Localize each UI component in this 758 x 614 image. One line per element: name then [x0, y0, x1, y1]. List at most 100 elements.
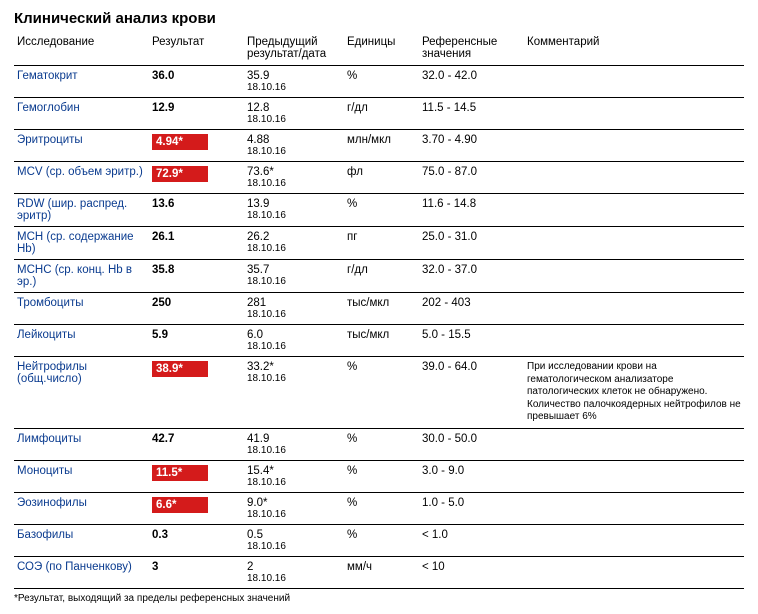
- reference-value: 202 - 403: [419, 293, 524, 325]
- prev-date: 18.10.16: [247, 276, 341, 287]
- unit-value: мм/ч: [344, 556, 419, 588]
- prev-value: 4.88: [247, 134, 341, 146]
- reference-value: 11.5 - 14.5: [419, 98, 524, 130]
- table-row: Базофилы0.30.518.10.16%< 1.0: [14, 524, 744, 556]
- prev-date: 18.10.16: [247, 114, 341, 125]
- unit-value: г/дл: [344, 260, 419, 293]
- header-row: Исследование Результат Предыдущий резуль…: [14, 33, 744, 66]
- study-name[interactable]: MCV (ср. объем эритр.): [17, 166, 143, 178]
- result-value: 42.7: [152, 433, 174, 445]
- prev-date: 18.10.16: [247, 309, 341, 320]
- col-study: Исследование: [14, 33, 149, 66]
- table-row: Моноциты11.5*15.4*18.10.16%3.0 - 9.0: [14, 460, 744, 492]
- table-row: Эритроциты4.94*4.8818.10.16млн/мкл3.70 -…: [14, 130, 744, 162]
- unit-value: %: [344, 194, 419, 227]
- prev-date: 18.10.16: [247, 243, 341, 254]
- reference-value: 25.0 - 31.0: [419, 227, 524, 260]
- prev-value: 35.9: [247, 70, 341, 82]
- unit-value: %: [344, 524, 419, 556]
- reference-value: < 10: [419, 556, 524, 588]
- unit-value: %: [344, 66, 419, 98]
- study-name[interactable]: Моноциты: [17, 465, 72, 477]
- reference-value: 75.0 - 87.0: [419, 162, 524, 194]
- table-row: Эозинофилы 6.6* 9.0*18.10.16%1.0 - 5.0: [14, 492, 744, 524]
- comment-text: При исследовании крови на гематологическ…: [527, 361, 741, 424]
- prev-date: 18.10.16: [247, 573, 341, 584]
- result-value: 38.9*: [152, 361, 208, 377]
- result-value: 72.9*: [152, 166, 208, 182]
- result-value: 4.94*: [152, 134, 208, 150]
- reference-value: 32.0 - 42.0: [419, 66, 524, 98]
- reference-value: 11.6 - 14.8: [419, 194, 524, 227]
- result-value: 0.3: [152, 529, 168, 541]
- study-name[interactable]: Тромбоциты: [17, 297, 83, 309]
- table-row: MCHC (ср. конц. Hb в эр.) 35.8 35.718.10.1…: [14, 260, 744, 293]
- reference-value: 3.0 - 9.0: [419, 460, 524, 492]
- prev-value: 73.6*: [247, 166, 341, 178]
- unit-value: млн/мкл: [344, 130, 419, 162]
- reference-value: < 1.0: [419, 524, 524, 556]
- table-row: MCV (ср. объем эритр.)72.9*73.6*18.10.16…: [14, 162, 744, 194]
- prev-value: 6.0: [247, 329, 341, 341]
- unit-value: фл: [344, 162, 419, 194]
- unit-value: тыс/мкл: [344, 325, 419, 357]
- result-value: 35.8: [152, 264, 174, 276]
- reference-value: 3.70 - 4.90: [419, 130, 524, 162]
- prev-date: 18.10.16: [247, 82, 341, 93]
- study-name[interactable]: Эозинофилы: [17, 497, 87, 509]
- result-value: 250: [152, 297, 171, 309]
- result-value: 11.5*: [152, 465, 208, 481]
- prev-date: 18.10.16: [247, 509, 341, 520]
- col-comment: Комментарий: [524, 33, 744, 66]
- unit-value: тыс/мкл: [344, 293, 419, 325]
- unit-value: %: [344, 460, 419, 492]
- result-value: 13.6: [152, 198, 174, 210]
- result-value: 36.0: [152, 70, 174, 82]
- col-units: Единицы: [344, 33, 419, 66]
- table-row: MCH (ср. содержание Hb) 26.1 26.218.10.16п…: [14, 227, 744, 260]
- col-result: Результат: [149, 33, 244, 66]
- col-previous: Предыдущий результат/дата: [244, 33, 344, 66]
- study-name[interactable]: MCH (ср. содержание Hb): [17, 231, 134, 255]
- table-row: Гематокрит 36.0 35.918.10.16%32.0 - 42.0: [14, 66, 744, 98]
- study-name[interactable]: СОЭ (по Панченкову): [17, 561, 132, 573]
- reference-value: 39.0 - 64.0: [419, 357, 524, 429]
- footnote: *Результат, выходящий за пределы референ…: [14, 593, 744, 604]
- prev-date: 18.10.16: [247, 445, 341, 456]
- unit-value: %: [344, 492, 419, 524]
- result-value: 6.6*: [152, 497, 208, 513]
- prev-date: 18.10.16: [247, 477, 341, 488]
- prev-value: 35.7: [247, 264, 341, 276]
- study-name[interactable]: Нейтрофилы (общ.число): [17, 361, 87, 385]
- reference-value: 32.0 - 37.0: [419, 260, 524, 293]
- study-name[interactable]: Гематокрит: [17, 70, 78, 82]
- table-row: Нейтрофилы (общ.число)38.9*33.2*18.10.16…: [14, 357, 744, 429]
- reference-value: 1.0 - 5.0: [419, 492, 524, 524]
- report-title: Клинический анализ крови: [14, 10, 744, 27]
- col-reference: Референсные значения: [419, 33, 524, 66]
- prev-value: 2: [247, 561, 341, 573]
- study-name[interactable]: Гемоглобин: [17, 102, 80, 114]
- study-name[interactable]: Эритроциты: [17, 134, 83, 146]
- table-row: RDW (шир. распред. эритр)13.613.918.10.1…: [14, 194, 744, 227]
- prev-value: 281: [247, 297, 341, 309]
- prev-value: 26.2: [247, 231, 341, 243]
- study-name[interactable]: Лейкоциты: [17, 329, 75, 341]
- prev-value: 41.9: [247, 433, 341, 445]
- study-name[interactable]: Лимфоциты: [17, 433, 81, 445]
- prev-date: 18.10.16: [247, 210, 341, 221]
- prev-value: 0.5: [247, 529, 341, 541]
- reference-value: 30.0 - 50.0: [419, 428, 524, 460]
- results-table: Исследование Результат Предыдущий резуль…: [14, 33, 744, 589]
- study-name[interactable]: MCHC (ср. конц. Hb в эр.): [17, 264, 132, 288]
- unit-value: пг: [344, 227, 419, 260]
- table-row: Лимфоциты42.741.918.10.16%30.0 - 50.0: [14, 428, 744, 460]
- result-value: 26.1: [152, 231, 174, 243]
- unit-value: %: [344, 357, 419, 429]
- result-value: 5.9: [152, 329, 168, 341]
- result-value: 3: [152, 561, 158, 573]
- prev-date: 18.10.16: [247, 373, 341, 384]
- study-name[interactable]: RDW (шир. распред. эритр): [17, 198, 127, 222]
- prev-value: 9.0*: [247, 497, 341, 509]
- study-name[interactable]: Базофилы: [17, 529, 73, 541]
